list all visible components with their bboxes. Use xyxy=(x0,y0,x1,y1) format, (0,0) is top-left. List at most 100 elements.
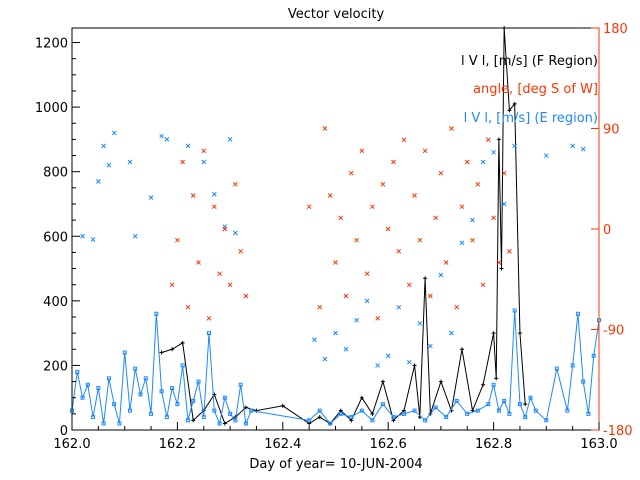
data-point-x xyxy=(391,159,396,165)
chart-title: Vector velocity xyxy=(288,7,385,22)
data-point-x xyxy=(159,133,164,139)
data-point-plus xyxy=(491,331,496,336)
data-point-square xyxy=(502,398,507,403)
data-point-x xyxy=(217,271,222,277)
data-point-plus xyxy=(380,379,385,384)
data-point-square xyxy=(533,408,538,413)
data-point-plus xyxy=(370,411,375,416)
data-point-plus xyxy=(180,340,185,345)
data-point-x xyxy=(196,260,201,265)
data-point-x xyxy=(380,181,386,187)
y2-tick-label: 90 xyxy=(603,123,620,138)
x-tick-label: 162.0 xyxy=(53,437,90,452)
data-point-x xyxy=(385,353,391,359)
x-tick-label: 162.6 xyxy=(370,437,407,452)
data-point-square xyxy=(349,415,354,420)
data-point-x xyxy=(428,293,433,299)
data-point-x xyxy=(80,233,85,239)
data-point-x xyxy=(343,293,349,299)
data-point-square xyxy=(217,421,222,426)
x-tick-label: 162.2 xyxy=(159,437,196,452)
data-point-square xyxy=(249,408,254,413)
data-point-plus xyxy=(494,376,499,381)
data-point-x xyxy=(480,159,486,165)
data-point-x xyxy=(333,330,338,336)
data-point-x xyxy=(222,226,228,232)
data-point-x xyxy=(175,237,180,243)
data-point-x xyxy=(348,170,354,176)
data-point-square xyxy=(154,311,159,316)
data-point-x xyxy=(449,330,454,336)
data-point-square xyxy=(185,418,190,423)
data-point-square xyxy=(517,402,522,407)
data-point-square xyxy=(75,369,80,374)
data-point-square xyxy=(412,408,417,413)
data-point-square xyxy=(444,415,449,420)
data-point-x xyxy=(238,248,243,254)
data-point-x xyxy=(338,215,344,221)
data-point-x xyxy=(375,315,381,321)
data-point-x xyxy=(412,193,417,198)
x-axis-label: Day of year= 10-JUN-2004 xyxy=(249,457,422,472)
data-point-square xyxy=(496,408,501,413)
data-point-x xyxy=(454,304,460,310)
data-point-x xyxy=(491,149,496,155)
data-point-square xyxy=(328,421,333,426)
data-point-square xyxy=(570,363,575,368)
data-point-plus xyxy=(243,405,248,410)
data-point-square xyxy=(228,411,233,416)
data-point-x xyxy=(111,130,117,136)
data-point-x xyxy=(233,181,238,187)
data-point-square xyxy=(112,402,117,407)
data-point-square xyxy=(454,398,459,403)
data-point-x xyxy=(406,282,412,288)
legend-angle: angle, [deg S of W] xyxy=(473,82,598,97)
data-point-x xyxy=(306,204,312,210)
data-point-x xyxy=(512,143,518,149)
data-point-x xyxy=(443,260,449,265)
data-point-x xyxy=(359,148,365,154)
data-point-x xyxy=(543,153,549,158)
data-point-square xyxy=(201,415,206,420)
data-point-x xyxy=(470,217,475,223)
data-point-x xyxy=(354,317,359,323)
data-point-x xyxy=(201,159,207,165)
data-point-square xyxy=(143,376,148,381)
data-point-square xyxy=(85,382,90,387)
data-point-x xyxy=(406,359,412,365)
data-point-plus xyxy=(499,266,504,271)
y-tick-label: 0 xyxy=(60,424,68,439)
data-point-square xyxy=(164,415,169,420)
data-point-plus xyxy=(317,415,322,420)
data-point-x xyxy=(385,226,391,232)
data-point-x xyxy=(322,126,328,131)
data-point-x xyxy=(449,126,454,131)
data-point-x xyxy=(396,248,402,254)
data-point-x xyxy=(164,137,170,142)
data-point-square xyxy=(565,408,570,413)
data-point-square xyxy=(317,408,322,413)
data-point-x xyxy=(206,315,212,321)
data-point-square xyxy=(196,379,201,384)
y-axis-right: 180 90 0 -90 -180 xyxy=(591,22,633,439)
data-point-plus xyxy=(438,379,443,384)
data-point-x xyxy=(317,304,323,310)
data-point-plus xyxy=(496,137,501,142)
data-point-x xyxy=(169,282,175,288)
data-point-x xyxy=(459,240,465,246)
data-point-x xyxy=(101,143,106,149)
data-point-x xyxy=(180,159,186,165)
data-point-square xyxy=(591,353,596,358)
data-point-plus xyxy=(191,418,196,423)
data-point-x xyxy=(343,346,349,352)
data-point-square xyxy=(222,395,227,400)
data-point-plus xyxy=(481,382,486,387)
y-tick-label: 600 xyxy=(43,230,68,245)
data-point-square xyxy=(122,350,127,355)
data-point-square xyxy=(149,411,154,416)
series-line-1 xyxy=(71,310,600,426)
data-point-square xyxy=(380,402,385,407)
series-line-0 xyxy=(161,27,526,425)
data-point-square xyxy=(91,415,96,420)
data-point-square xyxy=(175,402,180,407)
